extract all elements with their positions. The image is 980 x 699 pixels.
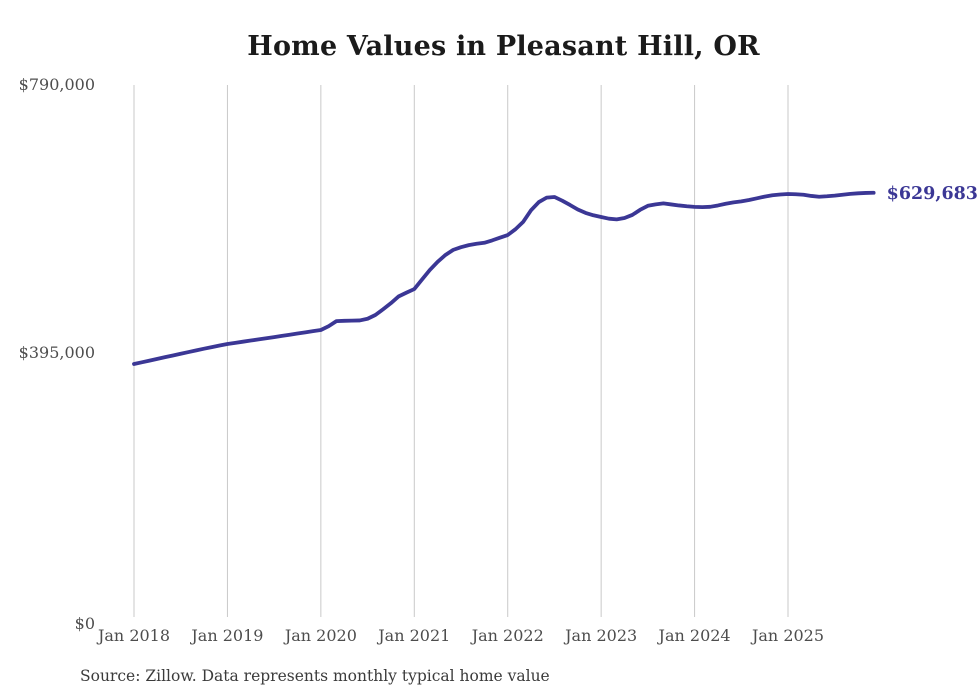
latest-value-label: $629,683	[887, 184, 978, 204]
x-axis-label-jan-2022: Jan 2022	[470, 626, 544, 645]
x-axis-label-jan-2025: Jan 2025	[750, 626, 824, 645]
source-note: Source: Zillow. Data represents monthly …	[80, 667, 550, 685]
x-axis-label-jan-2020: Jan 2020	[283, 626, 357, 645]
x-axis-label-jan-2018: Jan 2018	[96, 626, 170, 645]
x-axis-label-jan-2021: Jan 2021	[376, 626, 450, 645]
y-axis-label-2: $790,000	[19, 75, 95, 94]
x-axis-label-jan-2024: Jan 2024	[657, 626, 731, 645]
home-value-series-line	[132, 190, 876, 366]
y-axis-label-0: $0	[75, 614, 95, 633]
chart-title: Home Values in Pleasant Hill, OR	[247, 31, 760, 62]
x-axis-label-jan-2023: Jan 2023	[563, 626, 637, 645]
y-axis-label-1: $395,000	[19, 343, 95, 362]
x-axis-label-jan-2019: Jan 2019	[189, 626, 263, 645]
